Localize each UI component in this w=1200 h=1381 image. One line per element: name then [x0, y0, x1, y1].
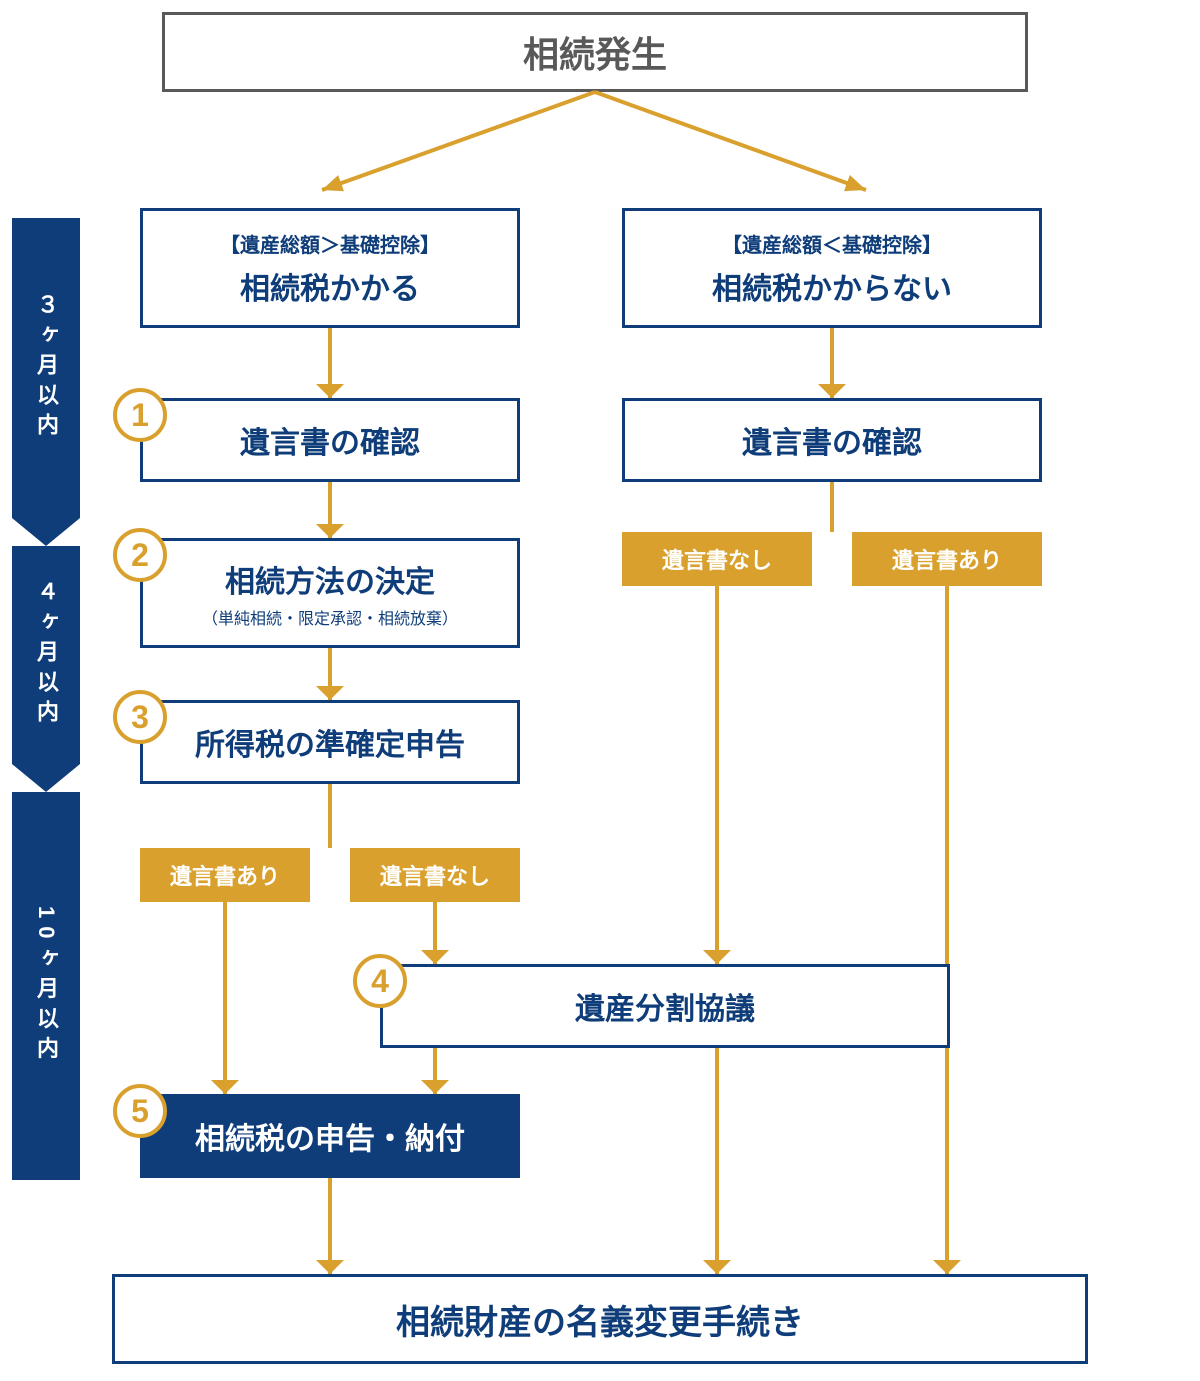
left-condition-box: 【遺産総額＞基礎控除】 相続税かかる [140, 208, 520, 328]
right-badge-0: 遺言書なし [622, 532, 812, 586]
right-cond-heading: 相続税かからない [712, 264, 952, 308]
step4-number: 4 [353, 954, 407, 1008]
step4-label: 遺産分割協議 [575, 984, 755, 1028]
step5-label: 相続税の申告・納付 [195, 1114, 465, 1158]
final-box: 相続財産の名義変更手続き [112, 1274, 1088, 1364]
timeline-0: ３ヶ月以内 [12, 218, 80, 518]
step3-label: 所得税の準確定申告 [195, 720, 465, 764]
step5-box: 相続税の申告・納付 [140, 1094, 520, 1178]
timeline-arrow-1 [12, 764, 80, 792]
step2-sub: （単純相続・限定承認・相続放棄） [202, 605, 458, 629]
final-label: 相続財産の名義変更手続き [396, 1295, 804, 1344]
step5-num-text: 5 [131, 1093, 149, 1130]
title-box: 相続発生 [162, 12, 1028, 92]
step5-number: 5 [113, 1084, 167, 1138]
right-condition-box: 【遺産総額＜基礎控除】 相続税かからない [622, 208, 1042, 328]
step2-number: 2 [113, 528, 167, 582]
timeline-arrow-0 [12, 518, 80, 546]
step1-number: 1 [113, 388, 167, 442]
step2-box: 相続方法の決定 （単純相続・限定承認・相続放棄） [140, 538, 520, 648]
right-check-label: 遺言書の確認 [742, 418, 922, 462]
right-cond-sub: 【遺産総額＜基礎控除】 [722, 229, 942, 258]
left-badge-0: 遺言書あり [140, 848, 310, 902]
step3-box: 所得税の準確定申告 [140, 700, 520, 784]
step3-number: 3 [113, 690, 167, 744]
left-cond-sub: 【遺産総額＞基礎控除】 [220, 229, 440, 258]
left-cond-heading: 相続税かかる [240, 264, 420, 308]
step1-box: 遺言書の確認 [140, 398, 520, 482]
timeline-1: ４ヶ月以内 [12, 546, 80, 764]
step2-label: 相続方法の決定 [225, 557, 435, 601]
title-text: 相続発生 [523, 26, 667, 78]
step4-box: 遺産分割協議 [380, 964, 950, 1048]
right-check-box: 遺言書の確認 [622, 398, 1042, 482]
step1-label: 遺言書の確認 [240, 418, 420, 462]
timeline-2: 10ヶ月以内 [12, 792, 80, 1180]
left-badge-1: 遺言書なし [350, 848, 520, 902]
step4-num-text: 4 [371, 963, 389, 1000]
right-badge-1: 遺言書あり [852, 532, 1042, 586]
